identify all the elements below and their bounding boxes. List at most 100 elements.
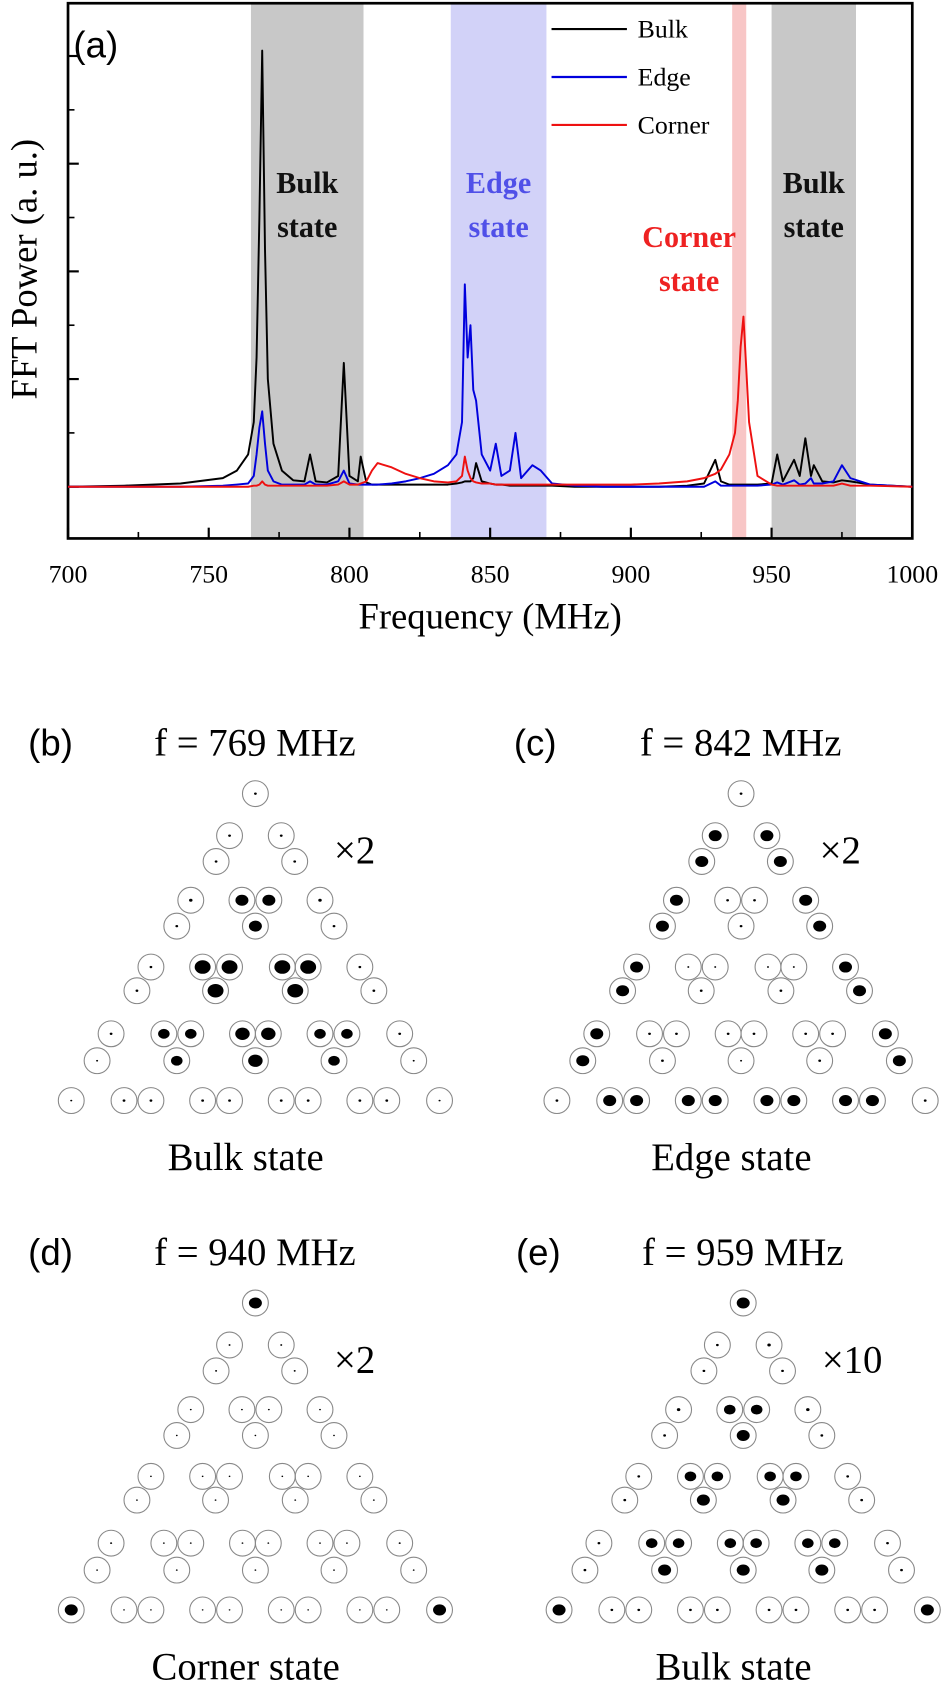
site-amplitude [767,1343,771,1347]
site-amplitude [736,1297,750,1309]
site-ring [110,1596,138,1624]
site-ring [780,953,808,981]
site-ring [254,1020,282,1048]
site-ring [97,1020,125,1048]
site-ring [755,1331,783,1359]
site-amplitude [740,1059,743,1062]
site-amplitude [122,1099,126,1102]
mode-panels: (b) f = 769 MHz ×2 Bulk state (c) f = 842 MHz… [28,722,941,1689]
site-amplitude [878,1028,892,1040]
site-ring [806,912,834,940]
series-line [68,315,913,488]
site-amplitude [280,1344,283,1346]
site-ring [755,1596,783,1624]
site-amplitude [201,1475,204,1478]
site-amplitude [736,1429,750,1442]
site-ring [177,1396,205,1424]
site-amplitude [597,1541,601,1545]
site-ring [228,886,256,914]
site-amplitude [828,1538,841,1549]
site-amplitude [150,1475,152,1478]
site-amplitude [708,830,722,842]
scale-label: ×2 [820,829,861,872]
site-amplitude [328,1055,340,1066]
site-amplitude [839,1095,853,1107]
site-amplitude [319,1408,321,1411]
site-amplitude [241,1542,244,1544]
band-label: state [784,210,844,244]
site-ring [648,912,676,940]
site-amplitude [281,1475,284,1478]
site-amplitude [684,1471,697,1482]
site-amplitude [750,1404,763,1415]
site-ring [373,1087,401,1115]
site-amplitude [804,1032,808,1035]
site-amplitude [820,1434,824,1437]
site-ring [545,1596,573,1624]
site-amplitude [372,989,376,992]
site-amplitude [663,1434,666,1437]
site-ring [740,1020,768,1048]
x-tick-label: 750 [189,559,228,588]
spectrum-chart: Bulk state Edge state Corner state Bulk state 70… [3,1,938,636]
site-amplitude [262,894,276,906]
site-ring [426,1596,454,1624]
site-ring [241,1289,269,1317]
site-amplitude [760,1095,774,1107]
site-ring [216,953,244,981]
site-ring [137,1596,165,1624]
site-ring [163,1422,191,1449]
site-amplitude [438,1099,441,1102]
site-ring [216,1596,244,1624]
site-amplitude [675,1032,678,1035]
site-amplitude [699,989,703,992]
site-ring [703,1331,731,1359]
site-amplitude [630,961,644,973]
site-ring [123,1486,151,1514]
site-ring [834,1462,862,1490]
site-ring [333,1529,361,1557]
site-ring [216,1331,244,1359]
site-ring [794,1529,822,1557]
site-amplitude [603,1095,617,1107]
scale-label: ×2 [334,1339,375,1382]
site-ring [703,1462,731,1490]
site-amplitude [175,1569,178,1571]
site-amplitude [661,1059,664,1062]
site-ring [729,1422,757,1449]
site-ring [743,1396,771,1424]
site-amplitude [207,983,224,998]
site-ring [189,1596,217,1624]
site-ring [360,1486,388,1514]
site-ring [769,1486,797,1514]
band-label: Edge [466,166,531,200]
band-label: Corner [642,220,736,254]
site-ring [583,1020,611,1048]
site-amplitude [658,1564,672,1576]
site-ring [426,1087,454,1115]
site-ring [665,1396,693,1424]
site-ring [241,1556,269,1584]
site-ring [202,1486,230,1514]
site-ring [625,1462,653,1490]
site-ring [913,1596,941,1624]
site-amplitude [70,1099,73,1102]
site-ring [848,1486,876,1514]
site-ring [320,912,348,940]
site-amplitude [64,1604,78,1616]
site-ring [648,1047,676,1075]
site-amplitude [261,1027,276,1040]
site-amplitude [702,1369,706,1373]
site-amplitude [760,830,774,842]
site-amplitude [385,1609,388,1611]
site-amplitude [752,1032,756,1035]
site-ring [189,953,217,981]
band-label: Bulk [783,166,845,200]
site-amplitude [715,1608,719,1612]
site-ring [57,1087,85,1115]
site-amplitude [892,1055,906,1067]
site-ring [741,886,768,914]
site-amplitude [689,1608,692,1612]
site-amplitude [806,1408,810,1412]
site-amplitude [189,1408,192,1411]
